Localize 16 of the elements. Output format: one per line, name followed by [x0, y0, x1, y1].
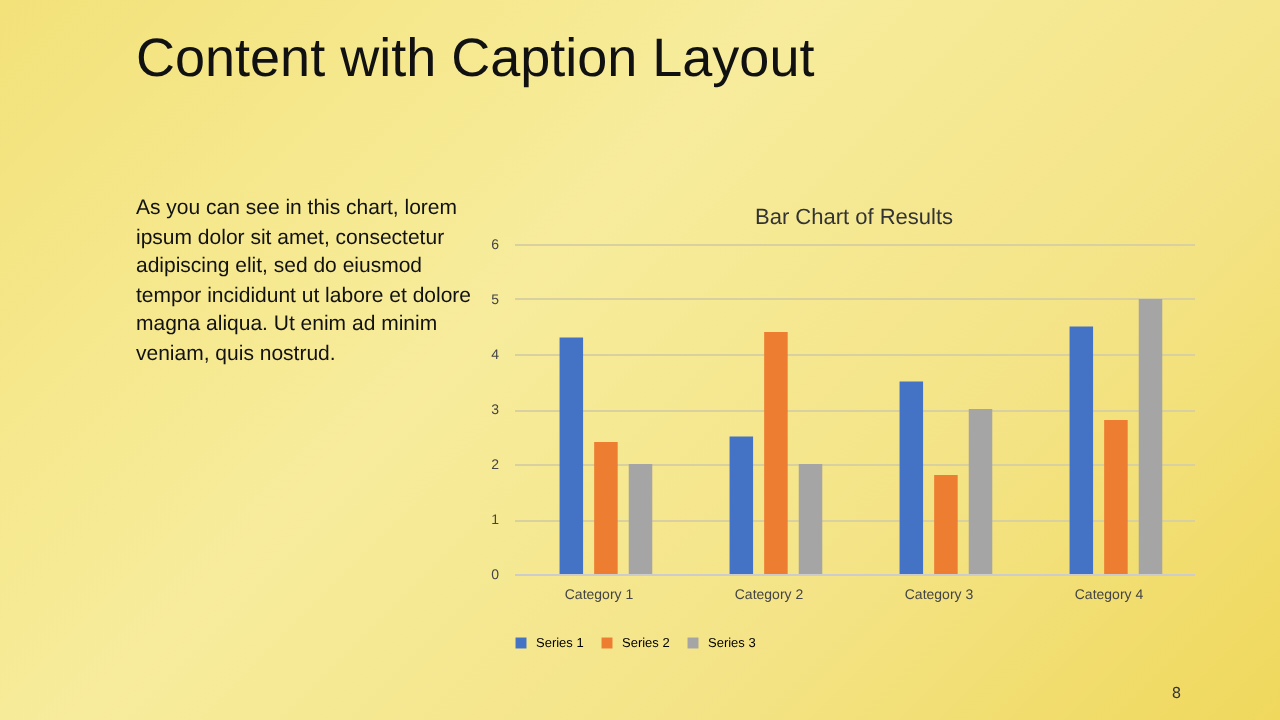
bar [628, 464, 653, 574]
bar [1138, 299, 1163, 574]
bar [764, 332, 788, 574]
bar [594, 442, 618, 574]
chart-title: Bar Chart of Results [754, 206, 955, 230]
bar [798, 464, 823, 574]
bar [934, 475, 958, 574]
text: 8 [1172, 684, 1181, 702]
bar [559, 337, 584, 574]
bar [899, 381, 924, 574]
bar [729, 436, 754, 574]
bar [968, 409, 993, 574]
bar [1069, 326, 1094, 574]
text: As you can see in this chart, lorem ipsum dolor sit amet, consectetur adipiscing elit, sed do eiusmod tempor incididunt ut labore et dolore magna aliqua. Ut enim ad minim veniam, quis nostrud. [136, 194, 474, 368]
bar [1104, 420, 1128, 574]
text: Content with Caption Layout [136, 28, 815, 90]
